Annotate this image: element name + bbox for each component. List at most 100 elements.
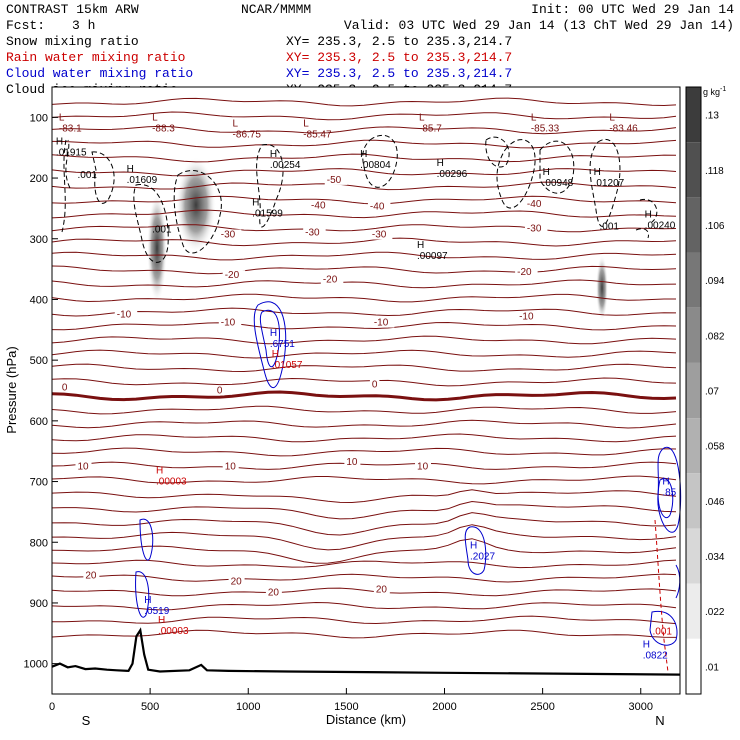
label-bg — [218, 317, 242, 328]
isotherm — [51, 512, 677, 536]
colorbar-tick-label: .118 — [705, 166, 724, 177]
snow-ice-label: .00948 — [543, 178, 574, 189]
isotherm — [51, 97, 677, 107]
low-label: L — [531, 112, 537, 123]
low-label: -85.7 — [419, 123, 442, 134]
isotherm — [51, 111, 677, 121]
y-tick-label: 300 — [30, 234, 48, 246]
isotherm — [51, 307, 677, 317]
cloud-water-label: .2027 — [470, 551, 495, 562]
cloud-water-contour — [649, 610, 678, 646]
colorbar-cell — [686, 418, 701, 474]
x-tick-label: 1500 — [334, 701, 358, 713]
isotherm — [51, 363, 677, 373]
y-tick-label: 500 — [30, 355, 48, 367]
snow-contour — [61, 139, 71, 233]
low-label: -85.47 — [303, 129, 332, 140]
snow-shading — [147, 157, 608, 321]
isotherm-label: -10 — [374, 318, 389, 329]
cloud-water-label: .85 — [662, 488, 676, 499]
y-axis-label: Pressure (hPa) — [4, 346, 19, 433]
x-tick-label: 2000 — [432, 701, 456, 713]
axes: 0 500 1000 1500 2000 2500 30001002003004005006… — [24, 112, 653, 713]
snow-contour — [362, 134, 398, 188]
low-label: -85.33 — [531, 123, 560, 134]
label-bg — [83, 570, 100, 581]
x-tick-label: 3000 — [629, 701, 653, 713]
cloud-water-label: H — [270, 328, 277, 339]
colorbar-cell — [686, 362, 701, 419]
isotherm-label: 10 — [78, 461, 90, 472]
label-bg — [373, 584, 390, 595]
isotherm-label: 10 — [225, 461, 237, 472]
isotherm-label: -20 — [225, 270, 240, 281]
isotherm-label: 20 — [85, 571, 97, 582]
low-label: -83.46 — [609, 123, 638, 134]
isotherm — [51, 209, 677, 219]
field-name: Snow mixing ratio — [6, 34, 139, 49]
snow-ice-label: .00097 — [417, 251, 448, 262]
isotherm — [51, 390, 677, 402]
colorbar-tick-label: .094 — [705, 276, 725, 287]
isotherm-label: -10 — [117, 310, 132, 321]
snow-ice-label: H — [127, 164, 134, 175]
snow-ice-label: .00804 — [360, 160, 391, 171]
snow-plume — [596, 255, 608, 321]
label-bg — [369, 229, 393, 240]
low-label: L — [419, 112, 425, 123]
snow-contour — [496, 139, 536, 209]
snow-ice-label: .01915 — [56, 148, 87, 159]
field-name: Cloud water mixing ratio — [6, 66, 193, 81]
isotherm-label: -40 — [527, 199, 542, 210]
snow-contour — [589, 139, 621, 227]
colorbar: .13 .118 .106 .094 .082 .07 .058 .046 .034 .022 .0… — [685, 86, 725, 695]
label-bg — [214, 385, 225, 396]
cloud-water-contour — [259, 309, 280, 368]
y-tick-label: 100 — [30, 112, 48, 124]
snow-ice-label: .00296 — [437, 169, 468, 180]
isotherm-label: -10 — [221, 318, 236, 329]
snow-ice-label: H — [543, 167, 550, 178]
low-label: L — [609, 112, 615, 123]
rain-label: .001 — [653, 627, 673, 638]
isotherm — [51, 181, 677, 191]
snow-ice-label: .001 — [78, 170, 98, 181]
label-bg — [517, 311, 540, 322]
snow-contour — [133, 184, 169, 263]
isotherm — [51, 629, 677, 639]
snow-ice-contours — [61, 134, 658, 263]
label-bg — [218, 229, 242, 240]
label-bg — [59, 382, 70, 393]
label-bg — [309, 200, 332, 211]
temperature-contours — [51, 97, 677, 639]
isotherm-label: -50 — [327, 175, 342, 186]
field-xy: XY= 235.3, 2.5 to 235.3,214.7 — [286, 66, 512, 81]
isotherm — [51, 279, 677, 289]
low-label: L — [59, 112, 65, 123]
snow-ice-label: .001 — [152, 225, 172, 236]
colorbar-tick-label: .07 — [705, 387, 719, 398]
colorbar-tick-label: .106 — [705, 221, 725, 232]
snow-ice-label: H — [360, 149, 367, 160]
chart-title: CONTRAST 15km ARW — [6, 2, 139, 17]
colorbar-cell — [686, 197, 701, 253]
x-tick-label: 0 — [49, 701, 55, 713]
snow-contour — [256, 144, 284, 228]
isotherm — [51, 224, 677, 233]
cloud-water-label: H — [662, 477, 669, 488]
label-bg — [303, 227, 326, 238]
isotherm-label: -30 — [305, 228, 320, 239]
snow-contour — [91, 151, 115, 204]
isotherm — [51, 349, 677, 359]
isotherm-label: 0 — [372, 379, 378, 390]
cloud-water-contour — [135, 571, 150, 618]
colorbar-cell — [686, 87, 701, 143]
snow-ice-label: H — [437, 158, 444, 169]
isotherm — [51, 419, 677, 429]
isotherm — [51, 524, 677, 551]
isotherm-label: -20 — [517, 267, 532, 278]
x-tick-label: 2500 — [530, 701, 554, 713]
cloud-water-contour — [253, 301, 287, 389]
colorbar-cell — [686, 638, 701, 694]
snow-ice-label: H — [252, 197, 259, 208]
